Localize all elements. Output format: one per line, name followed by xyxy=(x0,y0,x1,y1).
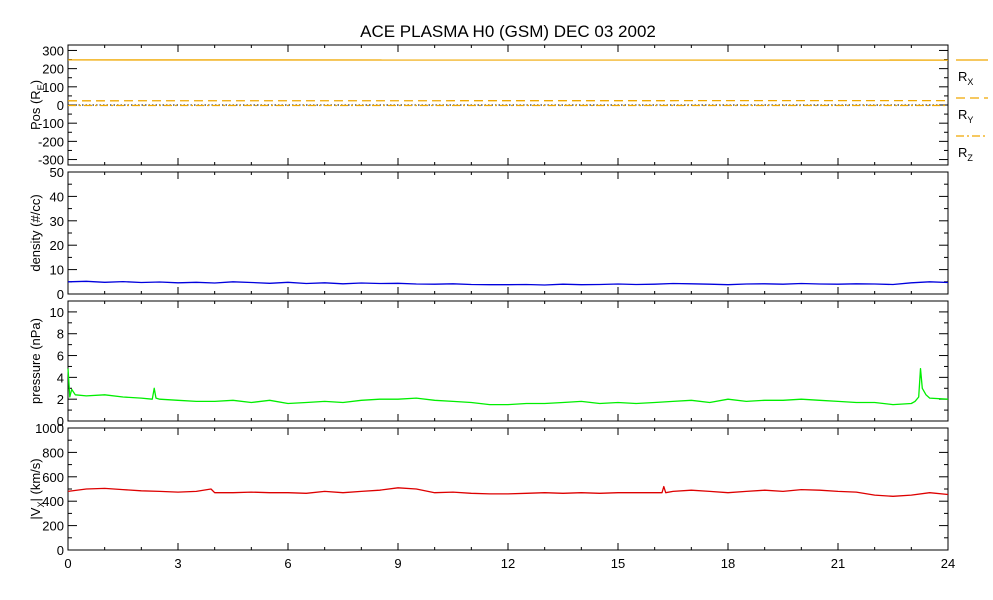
y-tick-label: 6 xyxy=(57,349,64,364)
y-tick-label: 40 xyxy=(50,189,64,204)
y-axis-label-sub: X xyxy=(36,502,46,508)
y-tick-label: -200 xyxy=(38,134,64,149)
legend-label-sub: Y xyxy=(967,115,973,125)
x-tick-label: 24 xyxy=(941,556,955,571)
legend-label-y: RY xyxy=(958,107,973,125)
y-tick-label: 10 xyxy=(50,305,64,320)
y-tick-label: 10 xyxy=(50,263,64,278)
y-axis-label: Pos (RE) xyxy=(28,80,46,130)
y-tick-label: 0 xyxy=(57,543,64,558)
y-tick-label: 4 xyxy=(57,370,64,385)
y-axis-label: pressure (nPa) xyxy=(28,318,43,404)
y-tick-label: -100 xyxy=(38,116,64,131)
y-tick-label: 0 xyxy=(57,287,64,302)
y-tick-label: 100 xyxy=(42,80,64,95)
y-tick-label: 0 xyxy=(57,414,64,429)
legend-label-sub: X xyxy=(967,77,973,87)
y-tick-label: 200 xyxy=(42,62,64,77)
x-tick-label: 18 xyxy=(721,556,735,571)
y-axis-label-end: ) xyxy=(28,80,43,84)
x-tick-label: 21 xyxy=(831,556,845,571)
panel-velocity: 0 200 400 600 800 1000 |VX| (km/s) xyxy=(28,421,949,558)
y-tick-label: 300 xyxy=(42,43,64,58)
series-line-density xyxy=(67,280,949,286)
y-tick-label: 30 xyxy=(50,214,64,229)
chart-title: ACE PLASMA H0 (GSM) DEC 03 2002 xyxy=(360,22,656,41)
x-tick-label: 0 xyxy=(64,556,71,571)
legend-label-x: RX xyxy=(958,69,973,87)
panel-frame xyxy=(67,427,949,551)
panel-frame xyxy=(67,171,949,295)
x-tick-label: 12 xyxy=(501,556,515,571)
panel-pressure: 0 2 4 6 8 10 pressure (nPa) xyxy=(28,300,949,429)
y-axis-label-main: Pos (R xyxy=(28,90,43,130)
series-line-velocity xyxy=(67,485,949,497)
y-tick-label: 50 xyxy=(50,165,64,180)
legend-label-main: R xyxy=(958,69,967,84)
y-axis-label-end: | (km/s) xyxy=(28,458,43,501)
y-tick-label: 1000 xyxy=(35,421,64,436)
y-tick-label: 0 xyxy=(57,98,64,113)
x-tick-label: 3 xyxy=(174,556,181,571)
y-tick-label: 600 xyxy=(42,470,64,485)
x-tick-label: 9 xyxy=(394,556,401,571)
legend-label-sub: Z xyxy=(967,153,973,163)
legend-label-main: R xyxy=(958,107,967,122)
y-tick-label: 800 xyxy=(42,445,64,460)
y-tick-label: 20 xyxy=(50,238,64,253)
panel-density: 0 10 20 30 40 50 density (#/cc) xyxy=(28,165,949,302)
legend-label-main: R xyxy=(958,145,967,160)
y-axis-label: |VX| (km/s) xyxy=(28,458,46,519)
y-axis-label-main: |V xyxy=(28,507,43,519)
y-axis-label: density (#/cc) xyxy=(28,194,43,271)
legend-label-z: RZ xyxy=(958,145,973,163)
y-tick-label: 8 xyxy=(57,327,64,342)
panel-frame xyxy=(67,300,949,422)
y-axis-label-sub: E xyxy=(36,84,46,90)
x-tick-label: 6 xyxy=(284,556,291,571)
y-tick-label: 200 xyxy=(42,519,64,534)
x-tick-label: 15 xyxy=(611,556,625,571)
y-tick-label: 400 xyxy=(42,494,64,509)
y-tick-label: -300 xyxy=(38,153,64,168)
y-tick-label: 2 xyxy=(57,392,64,407)
series-line-pressure xyxy=(67,367,949,406)
